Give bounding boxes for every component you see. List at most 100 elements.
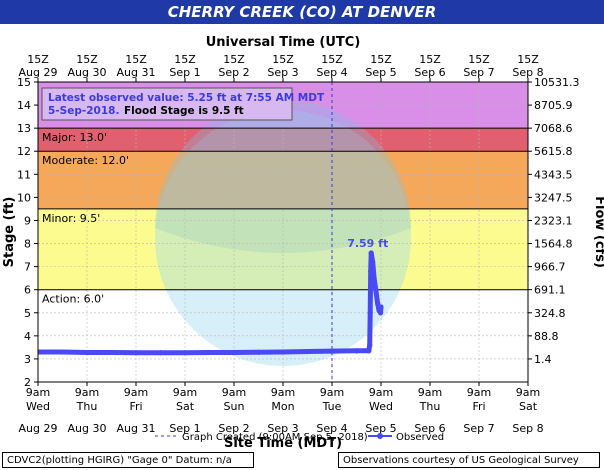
top-tick-date: Sep 6	[414, 66, 445, 79]
noaa-logo-watermark	[155, 100, 411, 366]
top-tick-label: 15Z	[125, 53, 147, 66]
y-tick-label: 7	[24, 261, 31, 274]
flow-tick-label: 3247.5	[534, 191, 573, 204]
data-point	[368, 268, 374, 274]
top-tick-label: 15Z	[174, 53, 196, 66]
bottom-tick-day: Sat	[176, 400, 195, 413]
flow-tick-label: 8705.9	[534, 99, 573, 112]
bottom-tick-date: Aug 31	[117, 422, 156, 435]
bottom-tick-date: Sep 3	[267, 422, 298, 435]
top-tick-label: 15Z	[272, 53, 294, 66]
flow-tick-label: 324.8	[534, 307, 566, 320]
y-tick-label: 12	[17, 145, 31, 158]
bottom-tick-day: Tue	[322, 400, 342, 413]
bottom-tick-time: 9am	[124, 386, 148, 399]
observed-series	[38, 250, 384, 356]
data-point	[374, 300, 381, 307]
y-axis-title: Stage (ft)	[2, 197, 17, 268]
flow-tick-label: 4343.5	[534, 168, 573, 181]
bottom-tick-time: 9am	[271, 386, 295, 399]
y-tick-label: 2	[24, 376, 31, 389]
bottom-tick-day: Mon	[271, 400, 294, 413]
bottom-tick-date: Aug 29	[19, 422, 58, 435]
bottom-tick-day: Thu	[76, 400, 98, 413]
y-tick-label: 10	[17, 191, 31, 204]
flow-tick-label: 88.8	[534, 330, 559, 343]
data-point	[366, 348, 372, 354]
y-tick-label: 8	[24, 238, 31, 251]
flow-tick-label: 1.4	[534, 353, 552, 366]
bottom-tick-date: Sep 7	[463, 422, 494, 435]
y-tick-label: 13	[17, 122, 31, 135]
stage-line-label: Moderate: 12.0'	[42, 154, 129, 167]
bottom-tick-day: Sat	[519, 400, 538, 413]
bottom-tick-day: Fri	[472, 400, 485, 413]
data-point	[133, 350, 139, 356]
data-point	[84, 349, 90, 356]
stage-line-label: Minor: 9.5'	[42, 212, 100, 225]
y-tick-label: 11	[17, 168, 31, 181]
flow-tick-label: 10531.3	[534, 76, 580, 89]
bottom-tick-date: Sep 1	[169, 422, 200, 435]
data-point	[182, 350, 188, 356]
data-point	[157, 350, 164, 356]
data-point	[370, 259, 376, 265]
bottom-tick-time: 9am	[320, 386, 344, 399]
bottom-tick-time: 9am	[26, 386, 50, 399]
axes	[34, 78, 532, 386]
data-point	[304, 348, 311, 355]
flow-tick-label: 691.1	[534, 284, 566, 297]
bottom-tick-date: Sep 8	[512, 422, 543, 435]
top-tick-label: 15Z	[223, 53, 245, 66]
flood-stage-text: Flood Stage is 9.5 ft	[124, 105, 244, 117]
top-tick-label: 15Z	[419, 53, 441, 66]
top-tick-label: 15Z	[321, 53, 343, 66]
top-tick-label: 15Z	[370, 53, 392, 66]
data-point	[373, 289, 379, 295]
flow-tick-label: 5615.8	[534, 145, 573, 158]
data-point	[108, 349, 115, 356]
axis-labels: 7.59 ft 2 3 4 5 6 7 8 9 10 11 12 13 14 15 10531.3 8705.9…	[2, 35, 604, 451]
bottom-tick-time: 9am	[222, 386, 246, 399]
flow-tick-label: 966.7	[534, 261, 566, 274]
data-point	[371, 275, 377, 281]
stage-line-label: Action: 6.0'	[42, 293, 104, 306]
data-point	[329, 348, 335, 354]
data-point	[59, 349, 66, 355]
y-tick-label: 15	[17, 76, 31, 89]
bottom-tick-day: Thu	[419, 400, 441, 413]
bottom-tick-time: 9am	[173, 386, 197, 399]
flow-tick-label: 7068.6	[534, 122, 573, 135]
latest-value-date: 5-Sep-2018.	[48, 105, 119, 117]
latest-value-box	[41, 87, 293, 121]
y-tick-label: 6	[24, 284, 31, 297]
top-tick-label: 15Z	[27, 53, 49, 66]
watermark-arc	[155, 100, 411, 253]
legend-graph-created-label: Graph Created (9:00AM Sep 5, 2018)	[182, 432, 368, 443]
top-tick-date: Sep 1	[169, 66, 200, 79]
bottom-tick-time: 9am	[418, 386, 442, 399]
data-point	[206, 349, 213, 356]
stage-threshold-lines: Major: 13.0' Moderate: 12.0' Minor: 9.5' Ac…	[38, 82, 528, 382]
bottom-axis-title: Site Time (MDT)	[224, 436, 342, 451]
flow-tick-label: 1564.8	[534, 238, 573, 251]
data-point	[231, 349, 237, 356]
bottom-tick-day: Wed	[369, 400, 393, 413]
top-tick-date: Aug 29	[19, 66, 58, 79]
y-tick-label: 4	[24, 330, 31, 343]
top-tick-date: Sep 7	[463, 66, 494, 79]
data-point	[367, 342, 373, 348]
top-axis-title: Universal Time (UTC)	[206, 35, 361, 50]
top-tick-date: Sep 5	[365, 66, 396, 79]
bottom-tick-date: Aug 30	[68, 422, 107, 435]
chart-legend: Latest observed value: 5.25 ft at 7:55 A…	[41, 87, 444, 443]
top-tick-date: Sep 8	[512, 66, 543, 79]
top-tick-date: Sep 3	[267, 66, 298, 79]
bottom-tick-day: Sun	[224, 400, 245, 413]
bottom-tick-time: 9am	[467, 386, 491, 399]
y-tick-label: 5	[24, 307, 31, 320]
chart-title: CHERRY CREEK (CO) AT DENVER	[0, 0, 604, 24]
data-point	[353, 348, 360, 354]
y-tick-label: 3	[24, 353, 31, 366]
latest-value-text: Latest observed value: 5.25 ft at 7:55 A…	[48, 92, 325, 104]
